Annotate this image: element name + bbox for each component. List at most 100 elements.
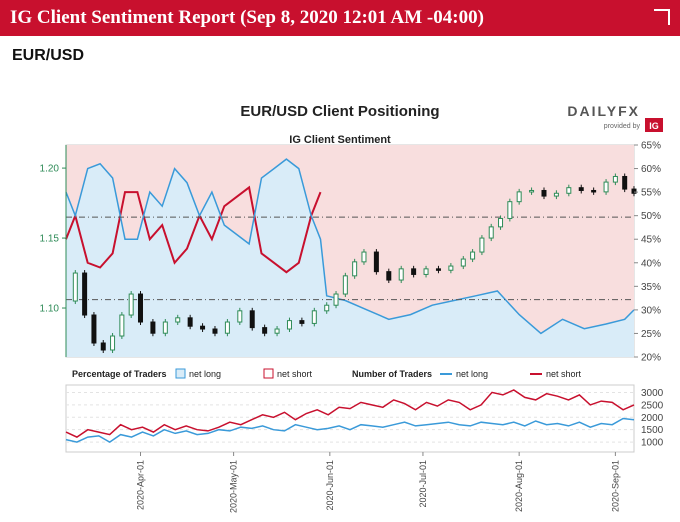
- lower-plot-area: [65, 384, 635, 453]
- price-candle: [119, 314, 125, 337]
- count-tick-label: 1000: [641, 438, 664, 449]
- price-tick-label: 1.15: [40, 234, 60, 245]
- legend-number-label: Number of Traders: [352, 369, 432, 379]
- price-candle: [612, 175, 618, 183]
- price-candle: [470, 251, 476, 260]
- price-candle: [423, 268, 429, 275]
- price-candle: [187, 317, 193, 327]
- price-candle: [507, 201, 513, 219]
- price-candle: [435, 268, 441, 271]
- price-tick-label: 1.10: [40, 304, 60, 315]
- ig-badge-label: IG: [649, 121, 659, 131]
- price-candle: [361, 251, 367, 263]
- report-header: IG Client Sentiment Report (Sep 8, 2020 …: [0, 0, 680, 36]
- chart-subtitle: IG Client Sentiment: [289, 134, 391, 146]
- price-candle: [352, 261, 358, 277]
- price-candle: [299, 320, 305, 324]
- price-candle: [460, 258, 466, 267]
- price-candle: [150, 321, 156, 334]
- count-tick-label: 3000: [641, 388, 664, 399]
- price-candle: [342, 275, 348, 295]
- price-candle: [274, 328, 280, 334]
- price-candle: [100, 342, 106, 351]
- date-tick-label: 2020-Aug-01: [514, 460, 524, 512]
- price-candle: [333, 293, 339, 306]
- date-tick-label: 2020-Jun-01: [325, 460, 335, 511]
- legend-net-long-label: net long: [189, 369, 221, 379]
- price-candle: [498, 217, 504, 228]
- net-short-area: [66, 145, 634, 334]
- price-candle: [488, 226, 494, 239]
- pct-tick-label: 50%: [641, 211, 661, 222]
- legend-net-short-swatch: [263, 368, 274, 379]
- price-candle: [386, 271, 392, 281]
- price-candle: [137, 293, 143, 323]
- price-candle: [411, 268, 417, 275]
- dailyfx-logo: DAILYFX provided by IG: [567, 103, 663, 132]
- report-title: IG Client Sentiment Report (Sep 8, 2020 …: [10, 7, 484, 28]
- date-tick-label: 2020-May-01: [229, 460, 239, 513]
- pct-tick-label: 45%: [641, 235, 661, 246]
- ig-badge: [645, 118, 663, 132]
- price-candle: [91, 314, 97, 344]
- price-candle: [631, 188, 637, 194]
- pct-tick-label: 25%: [641, 329, 661, 340]
- price-candle: [249, 310, 255, 329]
- legend-long-line-label: net long: [456, 369, 488, 379]
- price-candle: [516, 191, 522, 203]
- price-candle: [212, 328, 218, 334]
- price-candle: [162, 321, 168, 334]
- net-short-count-line: [65, 389, 635, 438]
- price-candle: [578, 187, 584, 191]
- price-candle: [286, 320, 292, 330]
- pct-tick-label: 60%: [641, 164, 661, 175]
- count-tick-label: 1500: [641, 425, 664, 436]
- chart-title: EUR/USD Client Positioning: [240, 103, 439, 120]
- price-tick-label: 1.20: [40, 164, 60, 175]
- net-short-line: [65, 185, 322, 274]
- count-tick-label: 2500: [641, 400, 664, 411]
- pct-tick-label: 20%: [641, 353, 661, 364]
- legend-net-long-swatch: [175, 368, 186, 379]
- price-candle: [529, 189, 535, 193]
- date-tick-label: 2020-Jul-01: [418, 460, 428, 508]
- pct-tick-label: 55%: [641, 188, 661, 199]
- positioning-chart: EUR/USD Client Positioning IG Client Sen…: [40, 103, 664, 513]
- logo-wordmark: DAILYFX: [567, 103, 640, 119]
- price-candle: [373, 251, 379, 273]
- price-candle: [72, 272, 78, 302]
- net-long-line: [65, 158, 635, 335]
- date-tick-label: 2020-Sep-01: [610, 460, 620, 512]
- upper-panel: 1.10 1.15 1.20 20% 25% 30% 35% 40% 45% 50% 55% 60% 6…: [40, 141, 662, 364]
- logo-provided-by: provided by: [604, 123, 641, 130]
- date-tick-label: 2020-Apr-01: [135, 460, 145, 510]
- price-candle: [553, 192, 559, 197]
- pct-tick-label: 35%: [641, 282, 661, 293]
- net-long-count-line: [65, 417, 635, 443]
- count-tick-label: 2000: [641, 413, 664, 424]
- price-candle: [398, 268, 404, 281]
- net-long-area: [66, 159, 634, 357]
- price-candle: [128, 293, 134, 316]
- legend-percentage-label: Percentage of Traders: [72, 369, 167, 379]
- pct-tick-label: 40%: [641, 258, 661, 269]
- pct-tick-label: 30%: [641, 305, 661, 316]
- price-candle: [591, 189, 597, 193]
- price-candle: [262, 327, 268, 334]
- legend-net-short-label: net short: [277, 369, 313, 379]
- price-candle: [110, 335, 116, 351]
- pct-tick-label: 65%: [641, 141, 661, 152]
- price-candle: [603, 181, 609, 193]
- price-candle: [237, 310, 243, 323]
- price-candle: [448, 265, 454, 271]
- price-candle: [224, 321, 230, 334]
- currency-pair-title: EUR/USD: [12, 47, 85, 64]
- price-candle: [311, 310, 317, 324]
- price-candle: [479, 237, 485, 253]
- price-candle: [175, 317, 181, 323]
- price-candle: [200, 325, 206, 330]
- expand-icon[interactable]: [654, 9, 670, 25]
- legend-short-line-label: net short: [546, 369, 582, 379]
- price-candle: [622, 175, 628, 190]
